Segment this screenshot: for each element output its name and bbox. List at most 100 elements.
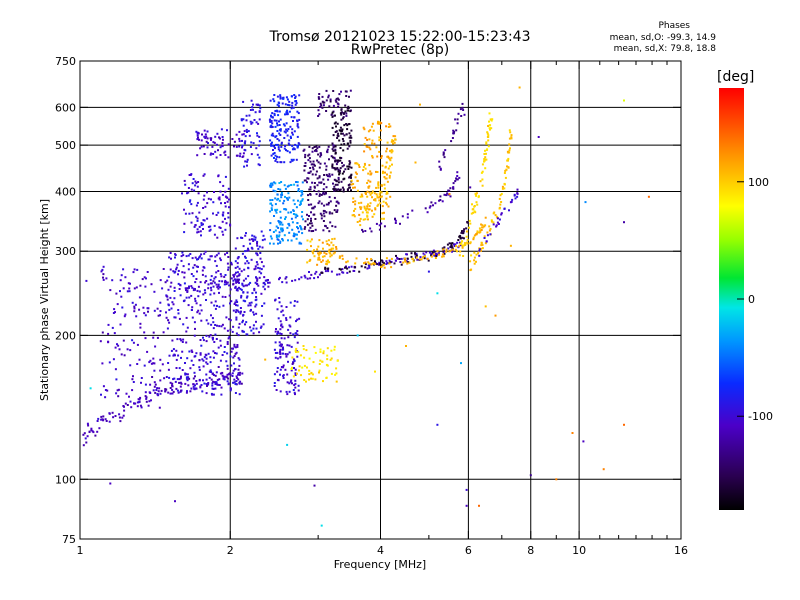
data-point — [343, 134, 346, 137]
data-point — [296, 355, 299, 358]
data-point — [126, 348, 129, 351]
data-point — [136, 363, 139, 365]
data-point — [256, 240, 259, 243]
data-point — [499, 203, 502, 206]
data-point — [341, 132, 344, 135]
data-point — [346, 147, 349, 150]
data-point — [243, 165, 246, 168]
data-point — [291, 131, 294, 134]
data-point — [240, 294, 243, 297]
data-point — [383, 211, 385, 214]
data-point — [350, 129, 353, 132]
data-point — [462, 231, 465, 234]
data-point — [330, 247, 333, 250]
data-point — [447, 189, 450, 192]
data-point — [325, 99, 328, 102]
data-point — [376, 195, 379, 198]
data-point — [345, 133, 348, 136]
data-point — [317, 96, 320, 99]
data-point — [152, 362, 155, 365]
data-point — [228, 284, 231, 287]
data-point — [316, 159, 319, 162]
data-point — [100, 393, 102, 396]
data-point — [284, 277, 287, 280]
data-point — [226, 380, 229, 383]
data-point — [337, 178, 340, 181]
data-point — [282, 239, 284, 242]
data-point — [214, 387, 217, 390]
data-point — [123, 409, 126, 412]
data-point — [459, 243, 462, 245]
data-point — [289, 332, 292, 335]
data-point — [356, 334, 359, 337]
data-point — [317, 161, 320, 164]
data-point — [455, 178, 458, 181]
data-point — [279, 373, 281, 376]
data-point — [498, 218, 501, 221]
data-point — [106, 389, 109, 392]
data-point — [258, 164, 261, 167]
data-point — [373, 192, 376, 195]
data-point — [242, 152, 245, 155]
data-point — [180, 389, 182, 392]
data-point — [133, 402, 135, 405]
data-point — [218, 280, 221, 283]
data-point — [383, 262, 385, 265]
data-point — [310, 238, 313, 241]
data-point — [507, 157, 510, 160]
data-point — [309, 186, 312, 189]
data-point — [337, 181, 340, 184]
data-point — [297, 384, 300, 387]
y-tick-label: 500 — [55, 139, 76, 152]
data-point — [346, 267, 349, 270]
data-point — [359, 206, 362, 209]
data-point — [509, 244, 512, 247]
data-point — [293, 148, 296, 151]
data-point — [178, 317, 181, 320]
data-point — [274, 147, 276, 150]
data-point — [254, 281, 257, 284]
data-point — [186, 290, 189, 292]
data-point — [181, 251, 184, 254]
data-point — [377, 181, 380, 184]
data-point — [227, 337, 230, 340]
data-point — [508, 149, 511, 152]
data-point — [475, 201, 478, 204]
data-point — [150, 283, 153, 286]
data-point — [217, 287, 220, 290]
data-point — [196, 134, 199, 137]
data-point — [334, 225, 337, 228]
data-point — [273, 114, 276, 117]
data-point — [264, 358, 267, 361]
data-point — [484, 156, 487, 159]
data-point — [270, 114, 272, 117]
data-point — [291, 366, 293, 369]
data-point — [390, 257, 393, 260]
data-point — [100, 415, 103, 418]
data-point — [190, 188, 193, 191]
data-point — [284, 131, 287, 134]
data-point — [258, 135, 261, 138]
data-point — [293, 183, 296, 186]
data-point — [231, 375, 234, 377]
data-point — [336, 167, 339, 170]
data-point — [246, 249, 249, 252]
data-point — [338, 129, 341, 132]
data-point — [501, 185, 504, 188]
data-point — [296, 233, 298, 236]
data-point — [167, 275, 170, 278]
data-point — [348, 160, 351, 163]
data-point — [187, 376, 190, 379]
data-point — [378, 121, 381, 124]
data-point — [220, 128, 223, 131]
data-point — [376, 122, 379, 125]
data-point — [309, 188, 312, 191]
data-point — [325, 203, 328, 206]
data-point — [199, 353, 202, 356]
data-point — [325, 377, 328, 379]
data-point — [327, 259, 329, 262]
data-point — [250, 258, 253, 261]
data-point — [246, 284, 248, 287]
x-tick-label: 16 — [674, 544, 688, 557]
data-point — [346, 107, 349, 110]
